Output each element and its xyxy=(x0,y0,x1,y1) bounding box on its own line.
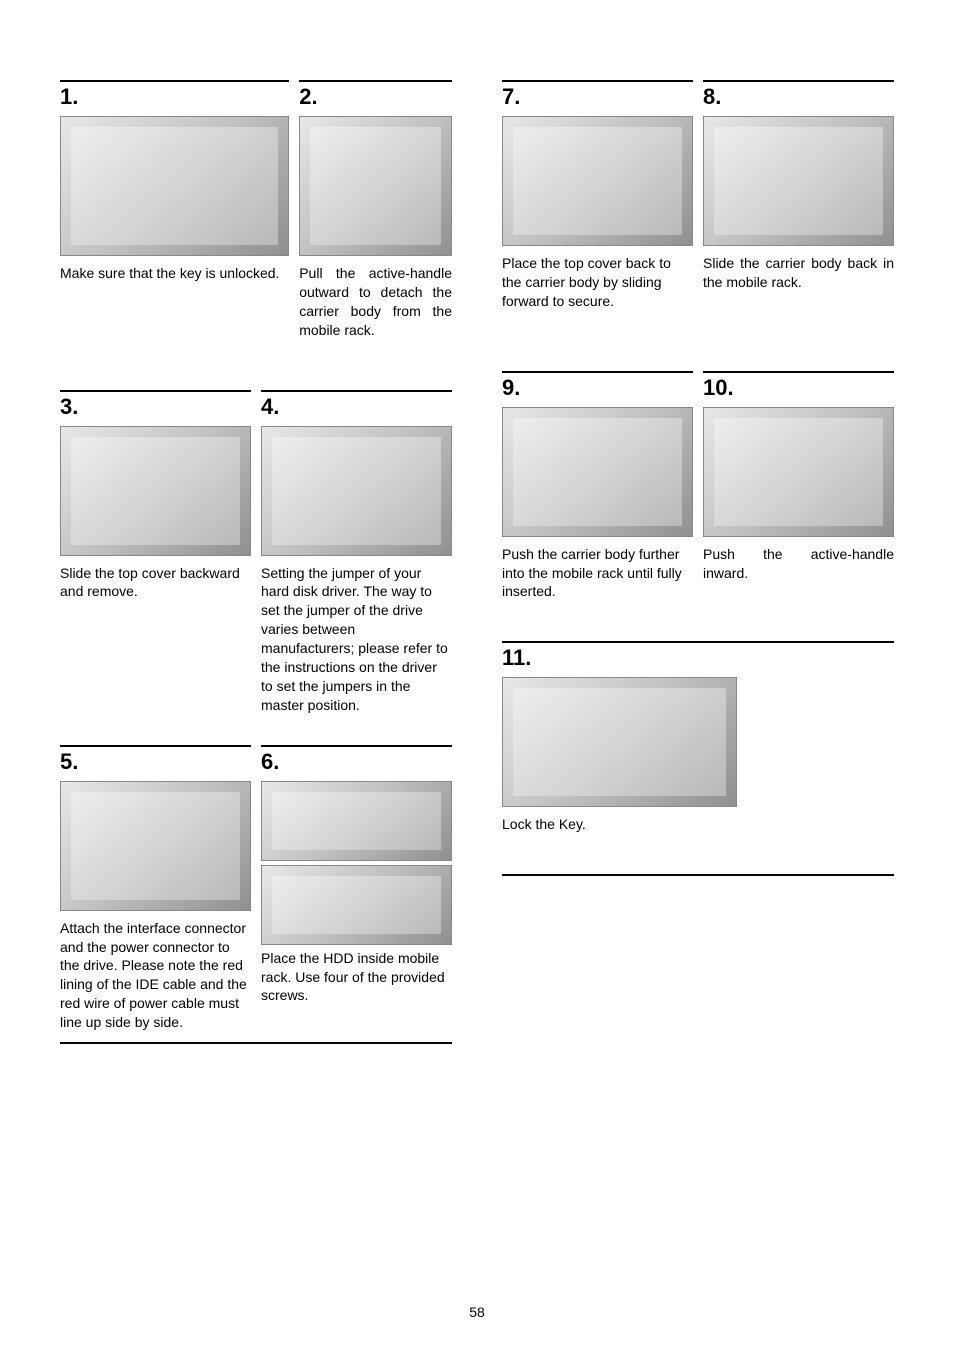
left-column: 1. 2. Make sure that the key is unlocked… xyxy=(60,80,452,1074)
step-caption-9: Push the carrier body further into the m… xyxy=(502,545,693,602)
step-row-3-4: 3. Slide the top cover backward and remo… xyxy=(60,390,452,715)
step-caption-11: Lock the Key. xyxy=(502,815,894,834)
step-number-5: 5. xyxy=(60,745,251,775)
step-caption-8: Slide the carrier body back in the mobil… xyxy=(703,254,894,292)
step-number-10: 10. xyxy=(703,371,894,401)
step-image-3 xyxy=(60,426,251,556)
step-image-7 xyxy=(502,116,693,246)
step-8: 8. Slide the carrier body back in the mo… xyxy=(703,80,894,311)
step-row-5-6: 5. Attach the interface connector and th… xyxy=(60,745,452,1044)
step-image-5 xyxy=(60,781,251,911)
step-image-2 xyxy=(299,116,452,256)
step-row-9-10: 9. Push the carrier body further into th… xyxy=(502,371,894,602)
step-6: 6. Place the HDD inside mobile rack. Use… xyxy=(261,745,452,1032)
step-caption-1: Make sure that the key is unlocked. xyxy=(60,264,289,283)
step-11: 11. Lock the Key. xyxy=(502,641,894,876)
page-content: 1. 2. Make sure that the key is unlocked… xyxy=(60,80,894,1074)
step-number-3: 3. xyxy=(60,390,251,420)
step-number-9: 9. xyxy=(502,371,693,401)
page-number: 58 xyxy=(0,1304,954,1320)
step-image-10 xyxy=(703,407,894,537)
step-image-1 xyxy=(60,116,289,256)
step-image-4 xyxy=(261,426,452,556)
step-caption-5: Attach the interface connector and the p… xyxy=(60,919,251,1032)
step-caption-2: Pull the active-handle outward to detach… xyxy=(299,264,452,340)
step-9: 9. Push the carrier body further into th… xyxy=(502,371,693,602)
step-image-9 xyxy=(502,407,693,537)
separator-left xyxy=(60,1042,452,1044)
step-row-1-2: 1. 2. Make sure that the key is unlocked… xyxy=(60,80,452,340)
step-2: 2. xyxy=(299,80,452,264)
step-number-2: 2. xyxy=(299,80,452,110)
step-caption-3: Slide the top cover backward and remove. xyxy=(60,564,251,602)
step-5: 5. Attach the interface connector and th… xyxy=(60,745,251,1032)
step-1: 1. xyxy=(60,80,289,264)
step-number-11: 11. xyxy=(502,641,894,671)
step-caption-4: Setting the jumper of your hard disk dri… xyxy=(261,564,452,715)
step-4: 4. Setting the jumper of your hard disk … xyxy=(261,390,452,715)
step-number-6: 6. xyxy=(261,745,452,775)
step-7: 7. Place the top cover back to the carri… xyxy=(502,80,693,311)
step-number-7: 7. xyxy=(502,80,693,110)
step-caption-10: Push the active-handle inward. xyxy=(703,545,894,583)
step-image-11 xyxy=(502,677,737,807)
step-image-8 xyxy=(703,116,894,246)
step-10: 10. Push the active-handle inward. xyxy=(703,371,894,602)
step-number-1: 1. xyxy=(60,80,289,110)
separator-right xyxy=(502,874,894,876)
step-caption-6: Place the HDD inside mobile rack. Use fo… xyxy=(261,949,452,1006)
step-number-8: 8. xyxy=(703,80,894,110)
step-3: 3. Slide the top cover backward and remo… xyxy=(60,390,251,715)
step-image-6a xyxy=(261,781,452,861)
step-row-7-8: 7. Place the top cover back to the carri… xyxy=(502,80,894,311)
step-caption-7: Place the top cover back to the carrier … xyxy=(502,254,693,311)
step-image-6b xyxy=(261,865,452,945)
right-column: 7. Place the top cover back to the carri… xyxy=(502,80,894,1074)
step-number-4: 4. xyxy=(261,390,452,420)
